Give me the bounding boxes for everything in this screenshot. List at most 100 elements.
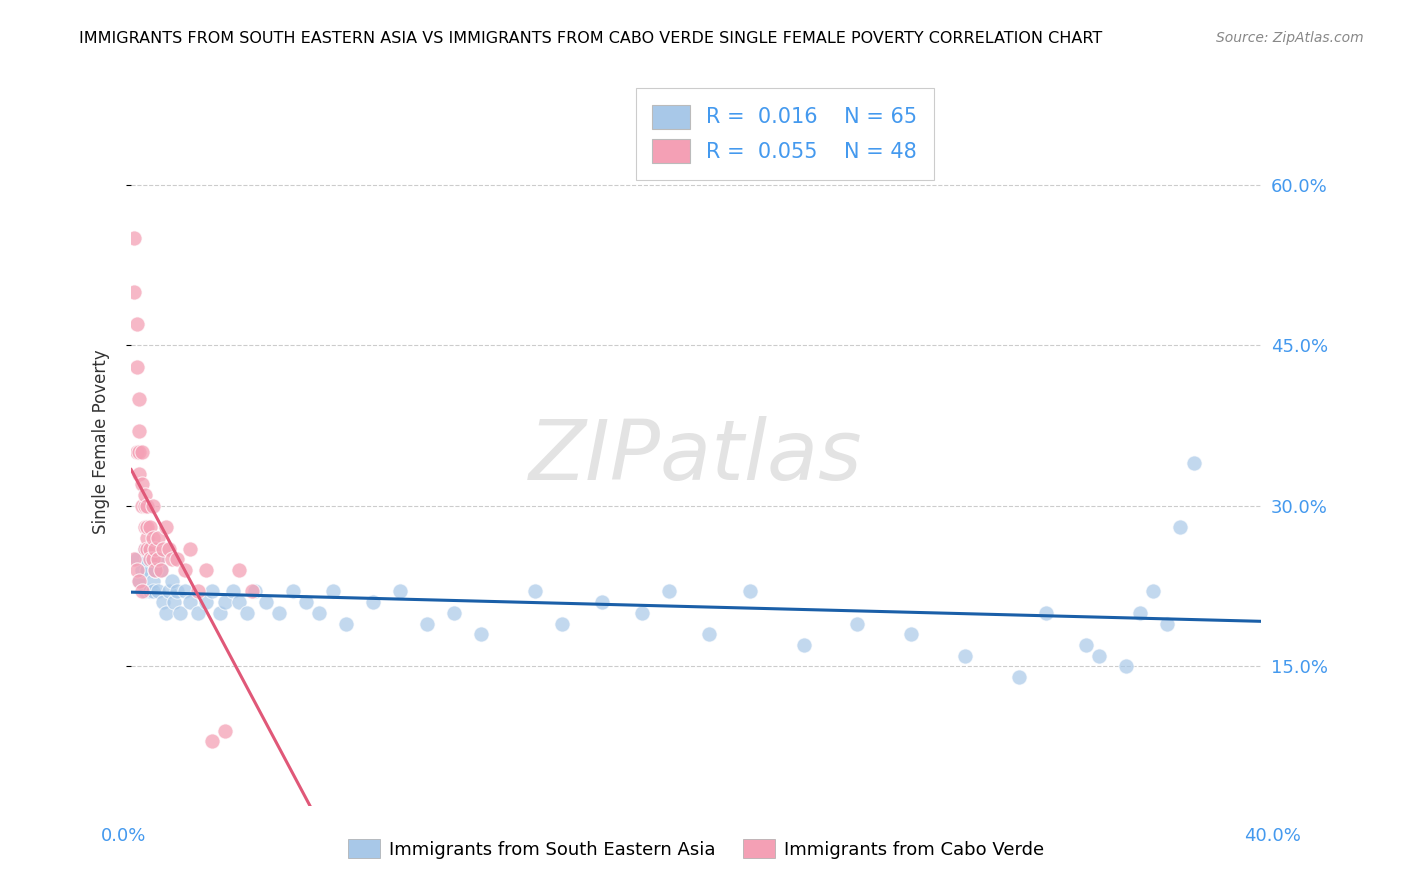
Point: [1142, 584, 1164, 599]
Point: [1008, 670, 1031, 684]
Point: [214, 595, 236, 609]
Point: [145, 563, 167, 577]
Point: [236, 606, 259, 620]
Point: [155, 520, 177, 534]
Point: [131, 584, 153, 599]
Point: [122, 552, 145, 566]
Point: [134, 541, 156, 556]
Point: [523, 584, 546, 599]
Point: [134, 584, 156, 599]
Point: [361, 595, 384, 609]
Point: [295, 595, 318, 609]
Point: [208, 606, 231, 620]
Point: [179, 595, 201, 609]
Text: 40.0%: 40.0%: [1244, 827, 1301, 845]
Point: [128, 445, 150, 459]
Point: [146, 552, 169, 566]
Point: [134, 520, 156, 534]
Point: [228, 595, 250, 609]
Point: [335, 616, 357, 631]
Point: [591, 595, 613, 609]
Point: [1088, 648, 1111, 663]
Point: [174, 584, 197, 599]
Point: [1074, 638, 1097, 652]
Point: [214, 723, 236, 738]
Point: [145, 541, 167, 556]
Point: [146, 531, 169, 545]
Point: [142, 584, 165, 599]
Point: [131, 477, 153, 491]
Point: [145, 563, 167, 577]
Point: [416, 616, 439, 631]
Point: [149, 563, 172, 577]
Point: [136, 499, 159, 513]
Point: [131, 445, 153, 459]
Point: [125, 317, 148, 331]
Point: [134, 541, 156, 556]
Point: [187, 606, 209, 620]
Point: [846, 616, 869, 631]
Point: [149, 563, 172, 577]
Point: [136, 520, 159, 534]
Point: [187, 584, 209, 599]
Point: [699, 627, 721, 641]
Point: [308, 606, 330, 620]
Point: [900, 627, 922, 641]
Point: [134, 499, 156, 513]
Point: [166, 552, 188, 566]
Point: [142, 552, 165, 566]
Point: [201, 734, 224, 748]
Point: [128, 574, 150, 588]
Point: [1168, 520, 1191, 534]
Point: [243, 584, 266, 599]
Point: [136, 531, 159, 545]
Point: [142, 531, 165, 545]
Point: [793, 638, 815, 652]
Text: 0.0%: 0.0%: [101, 827, 146, 845]
Point: [179, 541, 201, 556]
Point: [269, 606, 291, 620]
Point: [1182, 456, 1205, 470]
Point: [128, 467, 150, 481]
Text: IMMIGRANTS FROM SOUTH EASTERN ASIA VS IMMIGRANTS FROM CABO VERDE SINGLE FEMALE P: IMMIGRANTS FROM SOUTH EASTERN ASIA VS IM…: [79, 31, 1102, 46]
Legend: R =  0.016    N = 65, R =  0.055    N = 48: R = 0.016 N = 65, R = 0.055 N = 48: [636, 87, 934, 179]
Point: [953, 648, 976, 663]
Point: [125, 359, 148, 374]
Point: [195, 595, 218, 609]
Point: [131, 563, 153, 577]
Y-axis label: Single Female Poverty: Single Female Poverty: [93, 350, 110, 533]
Point: [134, 488, 156, 502]
Point: [139, 552, 162, 566]
Point: [1129, 606, 1152, 620]
Point: [136, 563, 159, 577]
Point: [155, 606, 177, 620]
Point: [122, 231, 145, 245]
Point: [470, 627, 492, 641]
Point: [1156, 616, 1178, 631]
Point: [139, 541, 162, 556]
Point: [152, 541, 174, 556]
Point: [160, 552, 183, 566]
Point: [122, 285, 145, 299]
Point: [658, 584, 681, 599]
Point: [128, 574, 150, 588]
Text: Source: ZipAtlas.com: Source: ZipAtlas.com: [1216, 31, 1364, 45]
Point: [152, 595, 174, 609]
Point: [240, 584, 263, 599]
Point: [1035, 606, 1057, 620]
Point: [201, 584, 224, 599]
Point: [142, 574, 165, 588]
Point: [174, 563, 197, 577]
Text: ZIPatlas: ZIPatlas: [529, 416, 863, 497]
Point: [550, 616, 572, 631]
Point: [389, 584, 412, 599]
Point: [146, 552, 169, 566]
Point: [254, 595, 277, 609]
Point: [131, 499, 153, 513]
Point: [136, 541, 159, 556]
Point: [128, 424, 150, 438]
Point: [163, 595, 186, 609]
Point: [443, 606, 465, 620]
Point: [195, 563, 218, 577]
Point: [228, 563, 250, 577]
